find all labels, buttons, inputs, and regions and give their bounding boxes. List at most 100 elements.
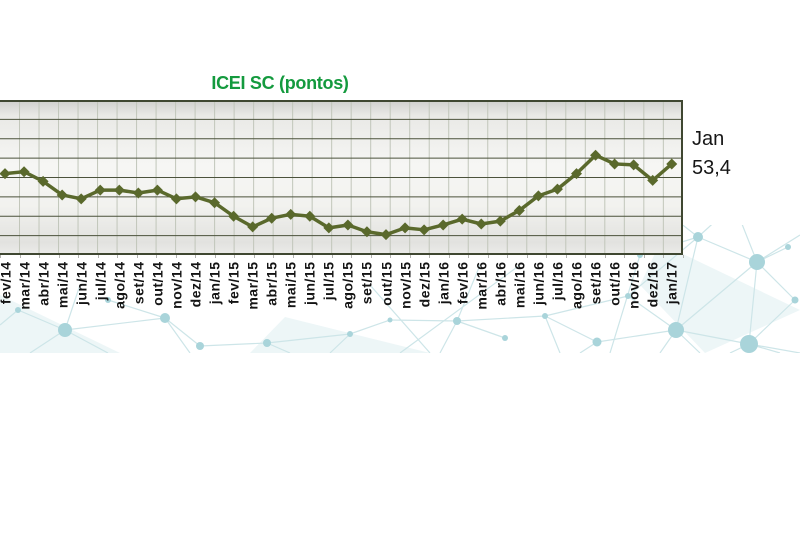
x-axis-label: out/14: [149, 261, 166, 306]
data-point-marker: [190, 191, 201, 203]
axis-tick: [136, 255, 138, 258]
axis-tick: [58, 255, 60, 258]
x-axis-label: jun/15: [301, 261, 318, 305]
axis-tick: [39, 255, 41, 258]
x-axis-label: abr/14: [35, 261, 52, 306]
axis-tick: [253, 255, 255, 258]
x-axis-label: mai/16: [511, 261, 528, 308]
x-axis-label: abr/15: [263, 261, 280, 306]
x-axis-label: dez/15: [416, 261, 433, 307]
axis-tick: [214, 255, 216, 258]
data-point-marker: [666, 158, 678, 170]
data-point-marker: [132, 187, 144, 199]
axis-tick: [156, 255, 158, 258]
data-point-marker: [151, 184, 163, 196]
axis-tick: [390, 255, 392, 258]
x-axis-label: dez/14: [187, 261, 204, 307]
data-point-marker: [418, 224, 430, 236]
network-decoration-graphic: [0, 225, 800, 353]
data-point-marker: [590, 149, 602, 161]
data-point-marker: [304, 210, 316, 222]
x-axis-label: mar/15: [244, 261, 261, 310]
data-point-marker: [0, 168, 11, 180]
data-point-marker: [494, 215, 506, 227]
axis-tick: [409, 255, 411, 258]
axis-tick: [175, 255, 177, 258]
axis-tick: [331, 255, 333, 258]
data-point-marker: [266, 212, 278, 224]
data-point-marker: [647, 174, 659, 186]
axis-tick: [565, 255, 567, 258]
x-axis-label: fev/14: [0, 261, 13, 304]
data-point-marker: [37, 175, 49, 187]
x-axis-label: dez/16: [644, 261, 661, 307]
x-axis-label: jul/14: [92, 261, 109, 300]
data-point-marker: [209, 197, 221, 209]
axis-tick: [643, 255, 645, 258]
axis-tick: [429, 255, 431, 258]
axis-tick: [682, 255, 684, 258]
chart-title: ICEI SC (pontos): [211, 73, 349, 93]
data-point-marker: [247, 221, 259, 233]
data-point-marker: [513, 204, 525, 216]
data-point-marker: [361, 226, 373, 238]
x-axis-label: out/16: [606, 261, 623, 306]
x-axis-label: jan/17: [663, 261, 680, 304]
x-axis-label: jul/16: [549, 261, 566, 300]
data-point-marker: [628, 159, 640, 171]
axis-tick: [234, 255, 236, 258]
axis-tick: [624, 255, 626, 258]
x-axis-label: nov/14: [168, 261, 185, 309]
x-axis-label: set/15: [358, 261, 375, 304]
axis-tick: [448, 255, 450, 258]
axis-tick: [292, 255, 294, 258]
axis-tick: [487, 255, 489, 258]
data-point-marker: [170, 193, 182, 205]
data-point-marker: [228, 210, 240, 222]
data-point-marker: [551, 183, 563, 195]
x-axis-label: jun/14: [73, 261, 90, 305]
axis-tick: [585, 255, 587, 258]
x-axis-label: ago/16: [568, 261, 585, 309]
x-axis-label: set/14: [130, 261, 147, 304]
axis-tick: [78, 255, 80, 258]
axis-tick: [546, 255, 548, 258]
data-point-marker: [94, 184, 106, 196]
axis-tick: [663, 255, 665, 258]
data-point-marker: [475, 218, 487, 230]
axis-tick: [468, 255, 470, 258]
axis-tick: [195, 255, 197, 258]
data-point-marker: [437, 219, 449, 231]
x-axis-label: nov/15: [397, 261, 414, 309]
x-axis-label: out/15: [378, 261, 394, 306]
x-axis-label: mai/14: [54, 261, 71, 308]
x-axis-label: mar/16: [473, 261, 490, 310]
x-axis-label: nov/16: [625, 261, 642, 309]
data-point-marker: [342, 219, 354, 231]
x-axis-label: fev/15: [225, 261, 242, 304]
x-axis-label: mai/15: [282, 261, 299, 308]
data-point-marker: [532, 190, 544, 202]
annotation-month: Jan: [692, 128, 725, 150]
data-point-marker: [609, 158, 621, 170]
data-point-marker: [75, 193, 87, 205]
data-point-marker: [380, 229, 392, 241]
x-axis-label: jul/15: [320, 261, 337, 300]
data-point-marker: [323, 222, 335, 234]
annotation-value: 53,4: [692, 157, 731, 179]
axis-tick: [117, 255, 119, 258]
x-axis-label: jan/16: [435, 261, 452, 304]
data-point-marker: [18, 166, 30, 178]
axis-tick: [351, 255, 353, 258]
x-axis-label: ago/14: [111, 261, 128, 309]
x-axis-label: set/16: [587, 261, 604, 304]
axis-tick: [507, 255, 509, 258]
series-line: [4, 153, 673, 237]
axis-tick: [312, 255, 314, 258]
x-axis-label: fev/16: [454, 261, 471, 304]
data-point-marker: [113, 184, 125, 196]
last-value-annotation: Jan 53,4: [692, 125, 731, 183]
chart-plot-svg: [0, 100, 683, 255]
data-point-marker: [285, 208, 297, 220]
